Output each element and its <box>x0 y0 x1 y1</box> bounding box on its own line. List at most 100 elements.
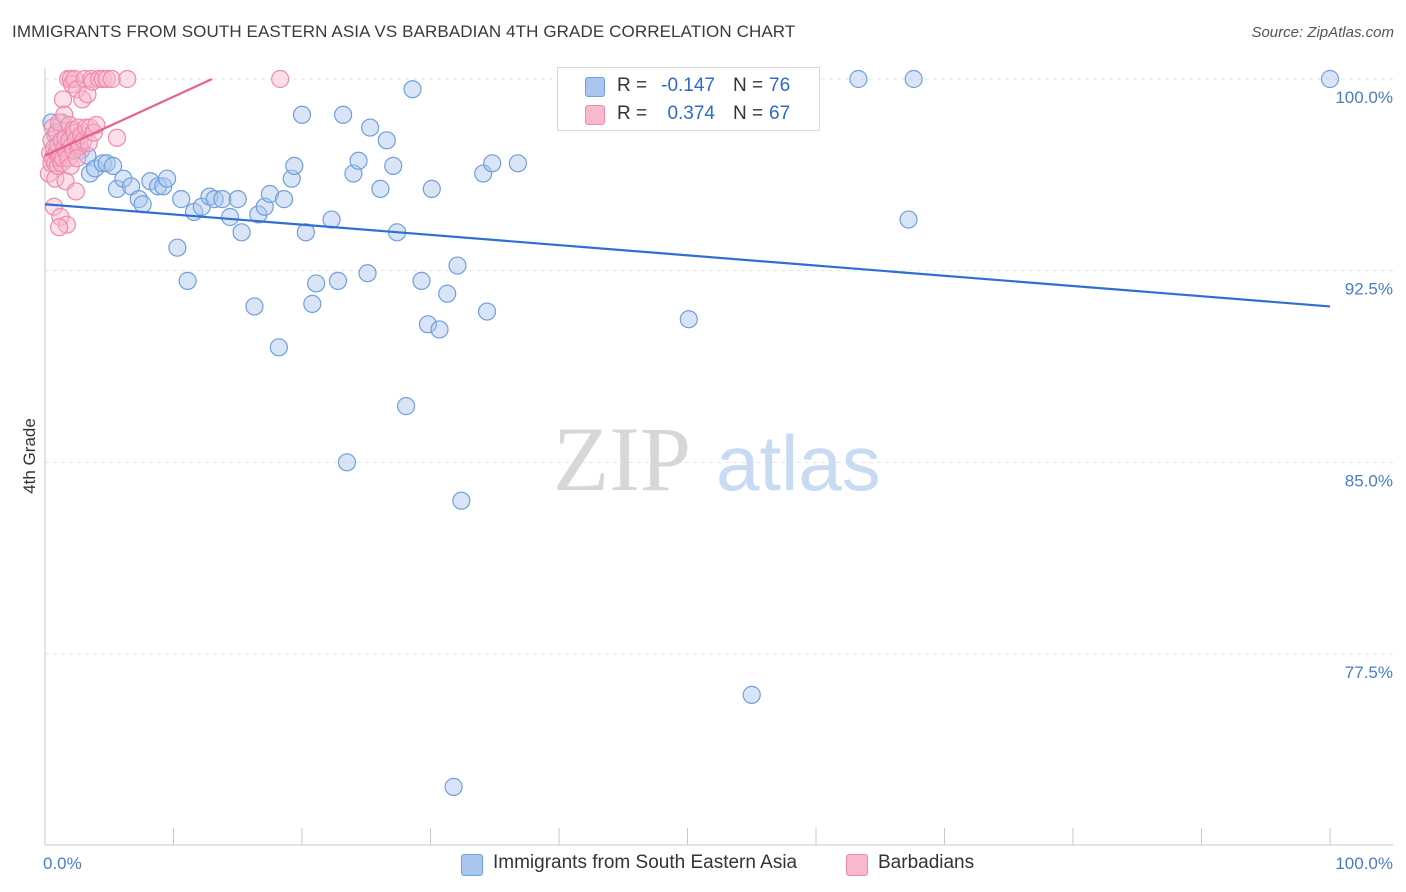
legend-n-value: 67 <box>769 103 791 124</box>
point-immigrants <box>205 190 224 209</box>
point-immigrants <box>114 169 133 188</box>
y-tick-labels: 100.0% 92.5% 85.0% 77.5% <box>1335 88 1393 682</box>
point-barbadians <box>68 149 87 168</box>
y-tick-label: 92.5% <box>1345 280 1393 299</box>
point-immigrants <box>361 118 380 137</box>
point-immigrants <box>358 264 377 283</box>
point-immigrants <box>474 164 493 183</box>
legend-r-label: R = <box>617 75 648 96</box>
legend-row-barbadians: R = 0.374 N = 67 <box>558 101 819 129</box>
point-barbadians <box>53 90 73 109</box>
point-barbadians <box>271 69 290 89</box>
correlation-legend: R = -0.147 N = 76 R = 0.374 N = 67 <box>557 67 820 131</box>
x-tick-label-min: 0.0% <box>43 854 82 873</box>
point-barbadians <box>73 90 92 109</box>
point-immigrants <box>477 302 497 321</box>
point-immigrants <box>403 80 422 99</box>
point-immigrants <box>274 190 294 209</box>
x-tick-label-max: 100.0% <box>1335 854 1393 873</box>
legend-row-immigrants: R = -0.147 N = 76 <box>558 73 819 101</box>
point-barbadians <box>44 197 64 216</box>
series-immigrants-points <box>42 69 1340 796</box>
point-barbadians <box>89 69 109 89</box>
point-immigrants <box>133 195 152 214</box>
point-immigrants <box>384 156 403 175</box>
point-immigrants <box>412 271 431 290</box>
axes <box>44 68 1393 846</box>
bottom-legend-label-immigrants: Immigrants from South Eastern Asia <box>493 852 798 873</box>
point-immigrants <box>337 453 357 472</box>
point-immigrants <box>220 207 240 227</box>
point-immigrants <box>260 184 279 204</box>
trend-line-immigrants <box>44 203 1331 308</box>
point-immigrants <box>334 105 353 124</box>
point-immigrants <box>418 315 438 334</box>
point-immigrants <box>349 151 368 170</box>
legend-n-label: N = <box>733 75 764 96</box>
point-immigrants <box>679 310 698 329</box>
point-immigrants <box>303 294 322 313</box>
point-immigrants <box>228 190 247 209</box>
legend-r-label: R = <box>617 103 648 124</box>
y-tick-label: 100.0% <box>1335 88 1393 107</box>
point-immigrants <box>168 238 187 257</box>
bottom-legend-swatch-barbadians <box>846 854 868 876</box>
point-immigrants <box>328 271 348 290</box>
trend-line-barbadians <box>44 78 213 157</box>
point-barbadians <box>66 182 85 201</box>
watermark-zip: ZIP <box>553 408 691 510</box>
chart-title: IMMIGRANTS FROM SOUTH EASTERN ASIA VS BA… <box>12 22 796 41</box>
point-immigrants <box>430 320 449 339</box>
bottom-legend-label-barbadians: Barbadians <box>878 852 975 873</box>
source-label: Source: ZipAtlas.com <box>1251 24 1394 41</box>
legend-swatch-barbadians <box>585 105 605 125</box>
point-immigrants <box>452 491 471 510</box>
point-immigrants <box>1320 69 1340 89</box>
point-immigrants <box>444 777 463 796</box>
point-immigrants <box>742 685 761 704</box>
bottom-legend-swatch-immigrants <box>461 854 483 876</box>
y-tick-label: 77.5% <box>1345 663 1393 682</box>
point-barbadians <box>102 69 121 89</box>
point-immigrants <box>172 190 191 209</box>
point-immigrants <box>232 223 251 242</box>
point-immigrants <box>296 223 315 242</box>
point-immigrants <box>307 274 326 293</box>
legend-swatch-immigrants <box>585 77 605 97</box>
point-immigrants <box>904 69 923 89</box>
point-immigrants <box>899 210 918 229</box>
series-barbadians-points <box>39 69 290 237</box>
point-immigrants <box>448 256 467 275</box>
point-immigrants <box>422 179 441 198</box>
point-immigrants <box>269 338 288 357</box>
legend-r-value: -0.147 <box>661 75 715 96</box>
point-immigrants <box>508 154 527 173</box>
point-immigrants <box>285 156 304 175</box>
point-immigrants <box>107 179 127 198</box>
point-barbadians <box>107 128 127 147</box>
y-tick-label: 85.0% <box>1345 471 1393 490</box>
point-barbadians <box>97 69 116 89</box>
point-barbadians <box>50 218 69 237</box>
point-immigrants <box>371 179 390 198</box>
y-axis-label: 4th Grade <box>20 418 39 494</box>
point-barbadians <box>68 80 87 99</box>
point-immigrants <box>213 190 232 209</box>
point-immigrants <box>483 154 502 173</box>
point-immigrants <box>178 271 197 290</box>
legend-r-value: 0.374 <box>667 103 715 124</box>
point-immigrants <box>438 284 457 303</box>
point-immigrants <box>292 105 312 124</box>
point-immigrants <box>80 164 100 183</box>
trend-lines <box>44 78 1331 308</box>
gridlines <box>45 78 1393 655</box>
point-barbadians <box>118 69 137 89</box>
legend-n-value: 76 <box>769 75 791 96</box>
point-immigrants <box>157 169 177 188</box>
legend-n-label: N = <box>733 103 764 124</box>
point-immigrants <box>104 156 123 175</box>
point-immigrants <box>849 69 868 89</box>
point-immigrants <box>245 297 264 316</box>
point-immigrants <box>396 397 416 416</box>
